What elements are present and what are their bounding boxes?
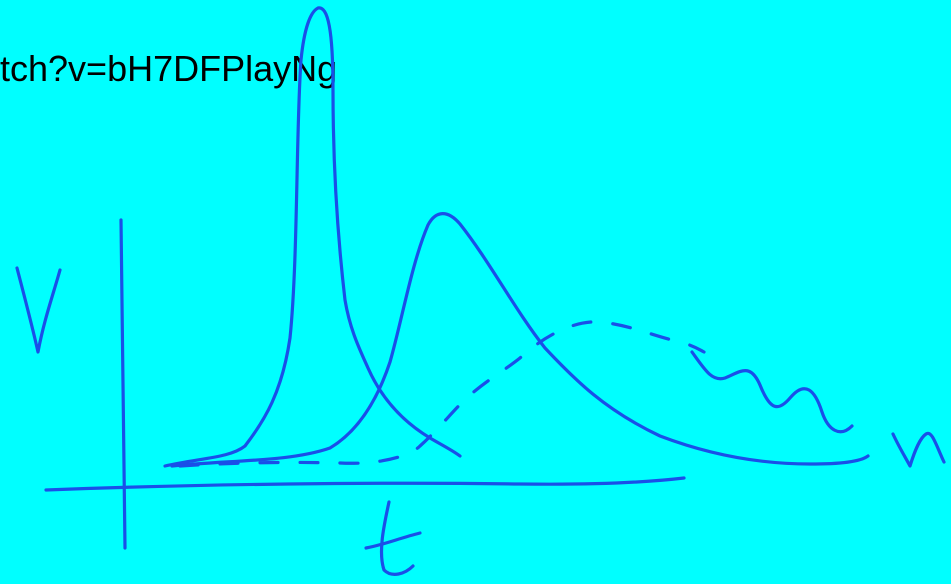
- label-t-stroke-vertical: [379, 500, 415, 576]
- label-t-stroke-cross: [364, 531, 422, 550]
- label-v-stroke: [15, 266, 62, 354]
- wiggle-tail-curve: [690, 350, 854, 434]
- narrow-peak-curve: [163, 6, 462, 468]
- x-axis-line: [44, 476, 686, 492]
- y-axis-line: [119, 218, 127, 550]
- url-fragment-text: tch?v=bH7DFPlayNg: [0, 48, 338, 89]
- dashed-spectrum-curve: [178, 320, 706, 468]
- label-n-stroke: [891, 431, 946, 468]
- broad-peak-curve: [170, 212, 870, 468]
